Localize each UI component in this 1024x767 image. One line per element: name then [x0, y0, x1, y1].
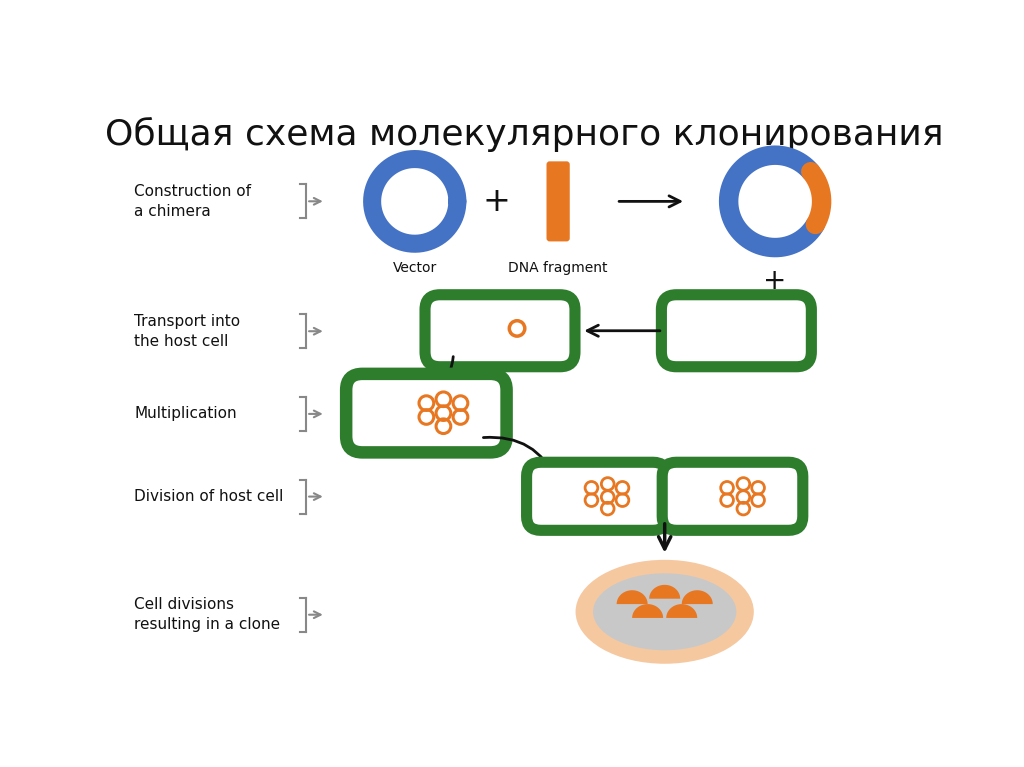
Text: Cell divisions
resulting in a clone: Cell divisions resulting in a clone: [134, 597, 281, 632]
Polygon shape: [649, 585, 680, 599]
FancyBboxPatch shape: [662, 295, 811, 367]
Text: +: +: [764, 267, 786, 295]
Text: Division of host cell: Division of host cell: [134, 489, 284, 504]
Text: Transport into
the host cell: Transport into the host cell: [134, 314, 241, 349]
Text: +: +: [482, 185, 510, 218]
Text: Vector: Vector: [392, 262, 437, 275]
Text: Multiplication: Multiplication: [134, 407, 237, 421]
Polygon shape: [632, 604, 664, 618]
Ellipse shape: [575, 560, 754, 663]
Text: DNA fragment: DNA fragment: [508, 262, 608, 275]
Text: Общая схема молекулярного клонирования: Общая схема молекулярного клонирования: [105, 117, 944, 152]
Polygon shape: [667, 604, 697, 618]
FancyBboxPatch shape: [526, 463, 668, 530]
FancyBboxPatch shape: [346, 374, 507, 453]
Polygon shape: [682, 591, 713, 604]
Text: Construction of
a chimera: Construction of a chimera: [134, 184, 251, 219]
Polygon shape: [616, 591, 647, 604]
Ellipse shape: [593, 573, 736, 650]
FancyBboxPatch shape: [547, 161, 569, 242]
FancyBboxPatch shape: [425, 295, 575, 367]
FancyBboxPatch shape: [663, 463, 803, 530]
